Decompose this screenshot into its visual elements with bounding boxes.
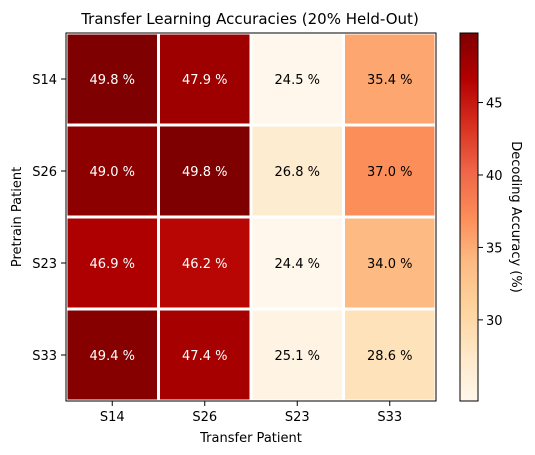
cell-value-label: 49.8 %: [182, 165, 227, 180]
colorbar-label: Decoding Accuracy (%): [508, 141, 523, 293]
colorbar-tick-label: 40: [486, 169, 503, 184]
cell-value-label: 35.4 %: [367, 73, 412, 88]
cell-value-label: 26.8 %: [275, 165, 320, 180]
y-tick-label: S26: [32, 165, 57, 180]
x-tick-label: S33: [377, 410, 402, 425]
heatmap-cell: [157, 215, 253, 311]
y-axis-label: Pretrain Patient: [10, 167, 25, 267]
cell-value-label: 28.6 %: [367, 349, 412, 364]
colorbar-ticks: 30 35 40 45: [478, 97, 503, 329]
cell-value-label: 47.4 %: [182, 349, 227, 364]
colorbar-tick-label: 35: [486, 241, 503, 256]
cell-value-label: 24.4 %: [275, 257, 320, 272]
cell-value-label: 37.0 %: [367, 165, 412, 180]
colorbar-tick-label: 45: [486, 97, 503, 112]
heatmap-cell: [157, 307, 253, 403]
colorbar: [459, 32, 479, 402]
cell-value-label: 46.9 %: [90, 257, 135, 272]
x-tick-label: S14: [100, 410, 125, 425]
x-tick-label: S23: [285, 410, 310, 425]
cell-value-label: 47.9 %: [182, 73, 227, 88]
cell-value-label: 34.0 %: [367, 257, 412, 272]
heatmap-cell: [342, 123, 438, 219]
y-tick-label: S33: [32, 349, 57, 364]
heatmap-cell: [342, 215, 438, 311]
colorbar-tick-label: 30: [486, 314, 503, 329]
cell-value-label: 49.8 %: [90, 73, 135, 88]
heatmap-cells: 49.8 % 47.9 % 24.5 % 35.4 % 49.0 % 49.8 % 26.8…: [64, 31, 438, 403]
x-axis-label: Transfer Patient: [199, 431, 302, 446]
chart-title: Transfer Learning Accuracies (20% Held-O…: [80, 10, 419, 28]
cell-value-label: 24.5 %: [275, 73, 320, 88]
cell-value-label: 49.4 %: [90, 349, 135, 364]
heatmap-cell: [157, 31, 253, 127]
plot-frame: [65, 32, 437, 402]
cell-value-label: 25.1 %: [275, 349, 320, 364]
y-axis-ticks: S14 S26 S23 S33: [32, 73, 66, 364]
x-tick-label: S26: [192, 410, 217, 425]
x-axis-ticks: S14 S26 S23 S33: [100, 401, 402, 425]
cell-value-label: 49.0 %: [90, 165, 135, 180]
heatmap-cell: [342, 307, 438, 403]
y-tick-label: S14: [32, 73, 57, 88]
y-tick-label: S23: [32, 257, 57, 272]
heatmap-cell: [157, 123, 253, 219]
cell-value-label: 46.2 %: [182, 257, 227, 272]
